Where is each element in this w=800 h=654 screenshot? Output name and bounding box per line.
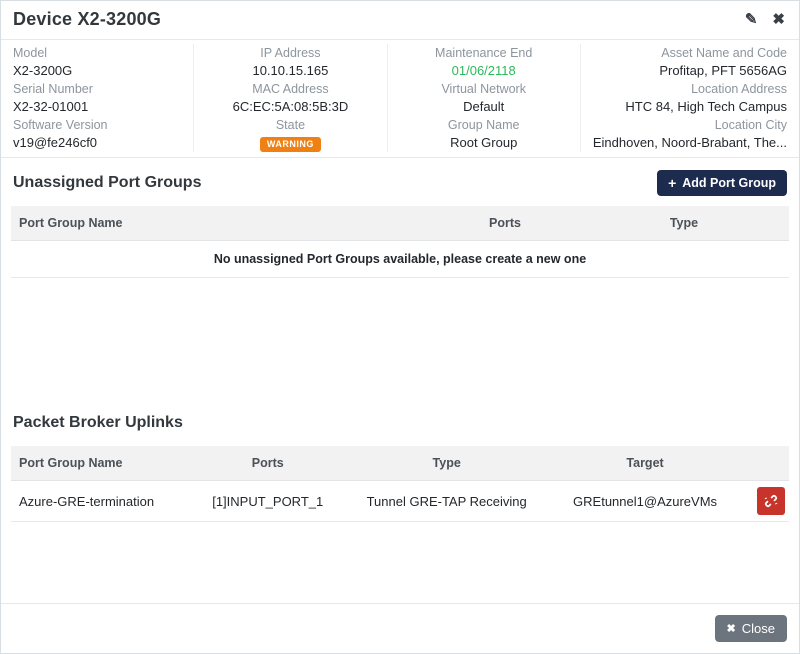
empty-state-message: No unassigned Port Groups available, ple… xyxy=(11,240,789,278)
add-port-group-label: Add Port Group xyxy=(682,175,776,190)
close-x-icon: ✖ xyxy=(726,623,736,635)
location-address-value: HTC 84, High Tech Campus xyxy=(625,99,787,114)
column-header-ports: Ports xyxy=(431,206,579,241)
device-info-grid: Model X2-3200G Serial Number X2-32-01001… xyxy=(1,40,799,158)
asset-name-value: Profitap, PFT 5656AG xyxy=(659,63,787,78)
location-city-value: Eindhoven, Noord-Brabant, The... xyxy=(592,135,787,150)
field-label: MAC Address xyxy=(252,82,329,96)
field-label: Model xyxy=(13,46,48,60)
unlink-uplink-button[interactable] xyxy=(757,487,785,515)
modal-header: Device X2-3200G ✎ ✖ xyxy=(1,1,799,40)
packet-broker-uplinks-section: Packet Broker Uplinks Port Group Name Po… xyxy=(1,398,799,522)
modal-footer: ✖ Close xyxy=(1,603,799,653)
unassigned-port-groups-title: Unassigned Port Groups xyxy=(13,173,202,191)
column-header-port-group-name: Port Group Name xyxy=(11,446,190,481)
group-name-value: Root Group xyxy=(450,135,518,150)
add-port-group-button[interactable]: + Add Port Group xyxy=(657,169,787,196)
column-header-ports: Ports xyxy=(189,446,346,481)
column-header-actions xyxy=(742,446,789,481)
uplink-target: GREtunnel1@AzureVMs xyxy=(547,480,743,522)
field-label: Software Version xyxy=(13,118,108,132)
close-icon[interactable]: ✖ xyxy=(772,11,785,28)
field-label: Group Name xyxy=(447,118,520,132)
unassigned-port-groups-table: Port Group Name Ports Type No unassigned… xyxy=(11,206,789,278)
info-column-management: Maintenance End 01/06/2118 Virtual Netwo… xyxy=(386,44,580,152)
close-button[interactable]: ✖ Close xyxy=(714,615,787,642)
close-button-label: Close xyxy=(741,621,775,636)
column-header-type: Type xyxy=(345,446,548,481)
software-version-value: v19@fe246cf0 xyxy=(13,135,98,150)
packet-broker-uplinks-table: Port Group Name Ports Type Target Azure-… xyxy=(11,446,789,522)
plus-icon: + xyxy=(668,174,677,191)
uplink-actions-cell xyxy=(742,480,789,522)
unlink-icon xyxy=(764,494,778,508)
status-badge: WARNING xyxy=(259,136,321,152)
info-column-identity: Model X2-3200G Serial Number X2-32-01001… xyxy=(1,44,193,152)
header-actions: ✎ ✖ xyxy=(745,12,787,27)
uplink-ports: [1]INPUT_PORT_1 xyxy=(189,480,346,522)
field-label: Location City xyxy=(714,118,787,132)
empty-state-row: No unassigned Port Groups available, ple… xyxy=(11,240,789,278)
uplink-port-group-name: Azure-GRE-termination xyxy=(11,480,190,522)
ip-address-value: 10.10.15.165 xyxy=(252,63,329,78)
packet-broker-uplinks-title: Packet Broker Uplinks xyxy=(13,413,183,431)
table-header-row: Port Group Name Ports Type Target xyxy=(11,446,789,481)
virtual-network-value: Default xyxy=(463,99,505,114)
state-value: WARNING xyxy=(206,134,374,152)
info-column-network: IP Address 10.10.15.165 MAC Address 6C:E… xyxy=(193,44,386,152)
page-title: Device X2-3200G xyxy=(13,9,162,29)
field-label: Location Address xyxy=(691,82,787,96)
table-header-row: Port Group Name Ports Type xyxy=(11,206,789,241)
section-head: Unassigned Port Groups + Add Port Group xyxy=(13,169,787,196)
section-head: Packet Broker Uplinks xyxy=(13,409,787,436)
uplink-type: Tunnel GRE-TAP Receiving xyxy=(345,480,548,522)
info-column-location: Asset Name and Code Profitap, PFT 5656AG… xyxy=(579,44,799,152)
model-value: X2-3200G xyxy=(13,63,73,78)
field-label: Virtual Network xyxy=(441,82,526,96)
unassigned-port-groups-section: Unassigned Port Groups + Add Port Group … xyxy=(1,158,799,278)
field-label: State xyxy=(275,118,306,132)
serial-number-value: X2-32-01001 xyxy=(13,99,89,114)
column-header-type: Type xyxy=(578,206,789,241)
field-label: Asset Name and Code xyxy=(661,46,787,60)
field-label: Maintenance End xyxy=(435,46,533,60)
column-header-target: Target xyxy=(547,446,743,481)
field-label: IP Address xyxy=(260,46,321,60)
column-header-port-group-name: Port Group Name xyxy=(11,206,432,241)
edit-icon[interactable]: ✎ xyxy=(744,11,758,28)
field-label: Serial Number xyxy=(13,82,93,96)
maintenance-end-value: 01/06/2118 xyxy=(451,63,516,78)
mac-address-value: 6C:EC:5A:08:5B:3D xyxy=(232,99,349,114)
table-row: Azure-GRE-termination [1]INPUT_PORT_1 Tu… xyxy=(11,480,789,522)
